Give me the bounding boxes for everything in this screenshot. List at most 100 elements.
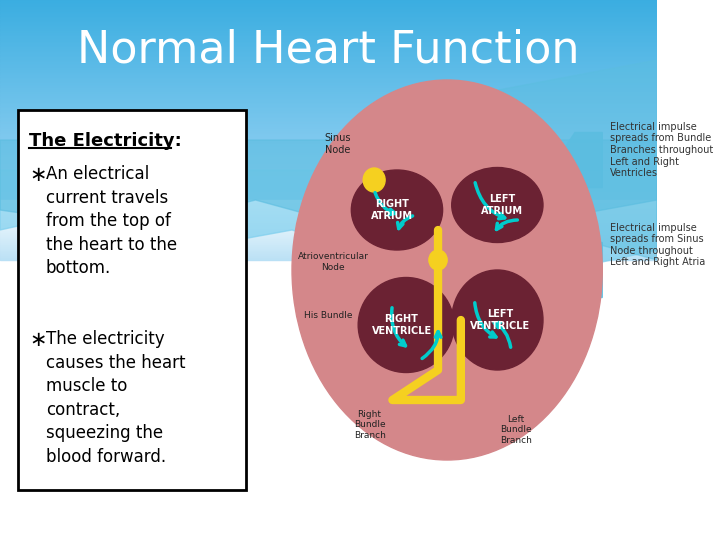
Bar (0, 4, 657, 5)
Ellipse shape (351, 170, 443, 250)
Bar (0, 88, 657, 89)
Bar (0, 61, 657, 62)
Bar (0, 9, 657, 10)
Bar (0, 47, 657, 48)
Bar (0, 78, 657, 79)
Bar (0, 170, 657, 172)
Bar (0, 206, 657, 207)
Bar (0, 226, 657, 227)
Bar (0, 76, 657, 77)
Bar (0, 148, 657, 150)
Bar (0, 195, 657, 196)
Circle shape (429, 250, 447, 270)
Bar (0, 252, 657, 253)
Bar (0, 256, 657, 257)
FancyBboxPatch shape (18, 110, 246, 490)
Text: The Electricity:: The Electricity: (30, 132, 182, 150)
Polygon shape (0, 140, 657, 230)
Bar (0, 39, 657, 40)
Bar (0, 184, 657, 185)
Bar (0, 246, 657, 247)
Bar (0, 188, 657, 190)
Bar (0, 152, 657, 153)
Bar (0, 182, 657, 183)
Bar (0, 189, 657, 190)
Bar (0, 26, 657, 27)
Bar (0, 84, 657, 86)
Bar (0, 69, 657, 70)
Bar (0, 110, 657, 111)
Bar (0, 174, 657, 176)
Text: Atrioventricular
Node: Atrioventricular Node (297, 252, 369, 272)
Bar (0, 108, 657, 109)
Text: Right
Bundle
Branch: Right Bundle Branch (354, 410, 385, 440)
Bar (0, 10, 657, 12)
Bar (0, 78, 657, 79)
Bar (0, 11, 657, 12)
Bar (0, 168, 657, 169)
Bar (0, 249, 657, 251)
Bar (0, 192, 657, 193)
Bar (0, 112, 657, 113)
Bar (0, 79, 657, 80)
Bar (0, 147, 657, 148)
Bar (0, 253, 657, 255)
Bar (0, 89, 657, 90)
Bar (0, 117, 657, 118)
Bar (0, 130, 657, 131)
Bar (0, 116, 657, 117)
Bar (0, 242, 657, 243)
Bar (0, 174, 657, 175)
Bar (0, 101, 657, 102)
Bar (0, 77, 657, 78)
Bar (0, 178, 657, 179)
Bar (0, 238, 657, 239)
Bar (0, 47, 657, 48)
Bar (0, 248, 657, 249)
Bar (0, 201, 657, 202)
Bar (0, 46, 657, 47)
Bar (0, 239, 657, 240)
Bar (0, 24, 657, 25)
Bar (0, 0, 657, 1)
Bar (0, 71, 657, 73)
Bar (0, 38, 657, 39)
Bar (0, 156, 657, 157)
Bar (0, 34, 657, 35)
Bar (0, 70, 657, 71)
Bar (0, 22, 657, 23)
Bar (0, 60, 657, 61)
Bar (0, 199, 657, 200)
Bar (0, 220, 657, 221)
Bar (0, 122, 657, 124)
Bar (0, 103, 657, 104)
Bar (0, 49, 657, 50)
Bar (0, 224, 657, 225)
Bar (0, 23, 657, 25)
Bar (0, 247, 657, 248)
Bar (0, 187, 657, 188)
Bar (0, 34, 657, 35)
Bar (0, 63, 657, 64)
Bar (0, 98, 657, 99)
Bar (0, 243, 657, 245)
Bar (0, 202, 657, 203)
Bar (0, 203, 657, 204)
Bar (0, 73, 657, 74)
Bar (0, 74, 657, 76)
Bar (0, 93, 657, 94)
Bar (0, 173, 657, 174)
Bar (0, 208, 657, 209)
Bar (0, 186, 657, 187)
Bar (0, 15, 657, 16)
Text: RIGHT
ATRIUM: RIGHT ATRIUM (372, 199, 413, 221)
Bar (0, 2, 657, 3)
Bar (0, 150, 657, 151)
Bar (0, 53, 657, 54)
Bar (0, 209, 657, 210)
Bar (0, 19, 657, 21)
Bar (0, 235, 657, 237)
Bar (0, 114, 657, 116)
Bar (0, 217, 657, 218)
Bar (0, 197, 657, 198)
